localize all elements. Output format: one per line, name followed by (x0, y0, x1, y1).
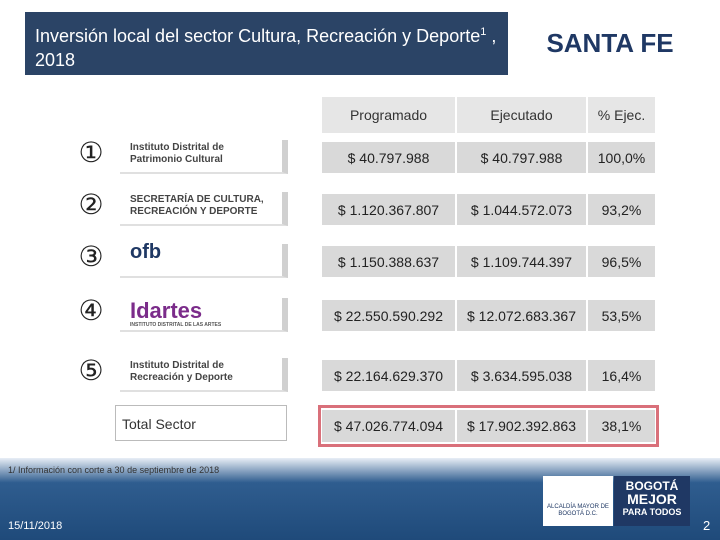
entity-name: SECRETARÍA DE CULTURA, RECREACIÓN Y DEPO… (130, 194, 264, 217)
title-box: Inversión local del sector Cultura, Recr… (25, 12, 508, 75)
column-header: Programado (322, 97, 455, 133)
row-number: ⑤ (78, 355, 104, 386)
entity-logo: Instituto Distrital de Recreación y Depo… (120, 358, 288, 392)
page-number: 2 (703, 518, 711, 533)
entity-name: Instituto Distrital de Patrimonio Cultur… (130, 142, 224, 165)
row-number: ③ (78, 241, 104, 272)
table-cell: $ 40.797.988 (457, 142, 586, 173)
entity-subtitle: INSTITUTO DISTRITAL DE LAS ARTES (130, 322, 222, 328)
title: Inversión local del sector Cultura, Recr… (35, 26, 481, 46)
footnote: 1/ Información con corte a 30 de septiem… (8, 465, 220, 475)
table-cell: $ 22.164.629.370 (322, 360, 455, 391)
total-highlight (318, 405, 659, 447)
column-header: % Ejec. (588, 97, 655, 133)
total-cell: $ 47.026.774.094 (322, 410, 455, 442)
locality: SANTA FE (546, 28, 674, 58)
entity-logo: ofb (120, 241, 288, 278)
logo-text: MEJOR (627, 491, 677, 507)
entity-name: Idartes (130, 298, 203, 323)
row-number: ① (78, 137, 104, 168)
logo-alcaldia: ALCALDÍA MAYOR DE BOGOTÁ D.C. (543, 476, 613, 526)
entity-name: ofb (130, 241, 162, 263)
table-cell: 53,5% (588, 300, 655, 331)
entity-logo: SECRETARÍA DE CULTURA, RECREACIÓN Y DEPO… (120, 192, 288, 226)
entity-logo: Idartes INSTITUTO DISTRITAL DE LAS ARTES (120, 298, 288, 332)
table-cell: 93,2% (588, 194, 655, 225)
entity-name: Instituto Distrital de Recreación y Depo… (130, 360, 233, 383)
table-cell: 16,4% (588, 360, 655, 391)
title-end: , 2018 (35, 26, 497, 70)
table-cell: $ 1.120.367.807 (322, 194, 455, 225)
table-cell: $ 1.109.744.397 (457, 246, 586, 277)
date: 15/11/2018 (8, 520, 63, 532)
logo-text: BOGOTÁ (625, 479, 679, 493)
logo-text: PARA TODOS (622, 507, 682, 517)
table-cell: 100,0% (588, 142, 655, 173)
table-cell: $ 1.044.572.073 (457, 194, 586, 225)
logo-bogota: BOGOTÁ MEJOR PARA TODOS (614, 476, 690, 526)
table-cell: $ 3.634.595.038 (457, 360, 586, 391)
entity-logo: Instituto Distrital de Patrimonio Cultur… (120, 140, 288, 174)
table-cell: $ 12.072.683.367 (457, 300, 586, 331)
total-cell: $ 17.902.392.863 (457, 410, 586, 442)
table-cell: 96,5% (588, 246, 655, 277)
table-cell: $ 1.150.388.637 (322, 246, 455, 277)
table-cell: $ 22.550.590.292 (322, 300, 455, 331)
row-number: ② (78, 189, 104, 220)
total-cell: 38,1% (588, 410, 655, 442)
row-number: ④ (78, 295, 104, 326)
total-label: Total Sector (115, 405, 287, 441)
title-sup: 1 (480, 26, 487, 38)
column-header: Ejecutado (457, 97, 586, 133)
table-cell: $ 40.797.988 (322, 142, 455, 173)
